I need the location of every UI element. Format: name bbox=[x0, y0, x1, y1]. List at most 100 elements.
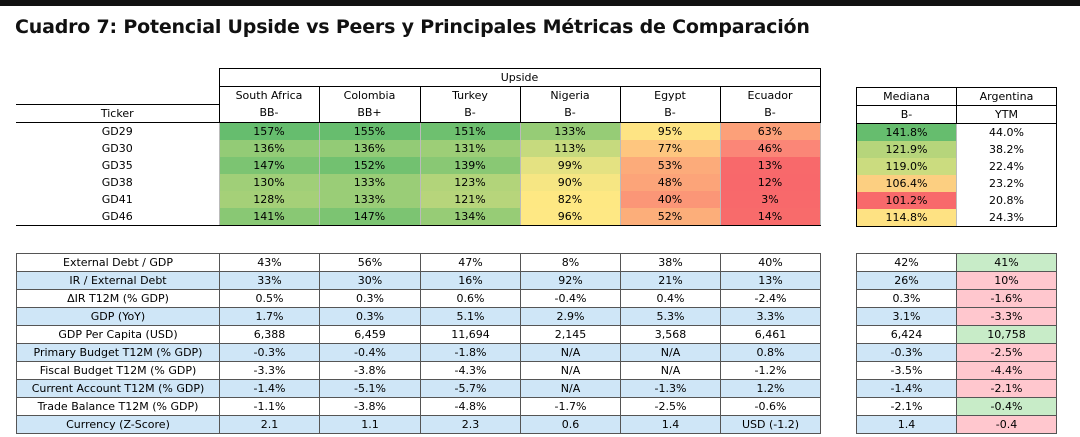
table-row: 3.1% -3.3% bbox=[856, 307, 1057, 326]
rating-cell: BB- bbox=[218, 104, 320, 123]
metric-cell: 30% bbox=[319, 271, 421, 290]
metric-label: Trade Balance T12M (% GDP) bbox=[16, 397, 220, 416]
metric-cell: -0.4% bbox=[319, 343, 421, 362]
metric-argentina-cell: 41% bbox=[956, 253, 1057, 272]
metric-cell: N/A bbox=[620, 361, 721, 380]
upside-cell: 95% bbox=[619, 122, 721, 140]
table-row: 26% 10% bbox=[856, 271, 1057, 290]
upside-cell: 113% bbox=[519, 139, 621, 157]
table-row: 114.8% 24.3% bbox=[856, 209, 1057, 227]
metric-mediana-cell: 6,424 bbox=[856, 325, 957, 344]
metric-cell: -2.4% bbox=[720, 289, 821, 308]
metric-mediana-cell: 1.4 bbox=[856, 415, 957, 434]
country-header: Turkey bbox=[419, 86, 521, 104]
rating-cell: B- bbox=[519, 104, 621, 123]
metric-argentina-cell: -0.4 bbox=[956, 415, 1057, 434]
metric-cell: -0.6% bbox=[720, 397, 821, 416]
ticker-cell: GD38 bbox=[16, 173, 220, 191]
metric-cell: 16% bbox=[420, 271, 521, 290]
upside-cell: 157% bbox=[218, 122, 320, 140]
table-row: 42% 41% bbox=[856, 253, 1057, 272]
metric-mediana-cell: -2.1% bbox=[856, 397, 957, 416]
metric-cell: N/A bbox=[620, 343, 721, 362]
blank-cell bbox=[16, 87, 219, 105]
metric-cell: -5.1% bbox=[319, 379, 421, 398]
upside-cell: 151% bbox=[419, 122, 521, 140]
metric-cell: 1.2% bbox=[720, 379, 821, 398]
metric-cell: 1.1 bbox=[319, 415, 421, 434]
metric-argentina-cell: -4.4% bbox=[956, 361, 1057, 380]
table-row: 106.4% 23.2% bbox=[856, 175, 1057, 192]
metric-cell: 2,145 bbox=[520, 325, 621, 344]
metric-cell: 0.6 bbox=[520, 415, 621, 434]
upside-cell: 77% bbox=[619, 139, 721, 157]
metric-cell: N/A bbox=[520, 379, 621, 398]
table-row: Trade Balance T12M (% GDP) -1.1% -3.8% -4.8… bbox=[16, 397, 821, 416]
upside-cell: 133% bbox=[318, 190, 421, 208]
metric-cell: -2.5% bbox=[620, 397, 721, 416]
metric-label: Currency (Z-Score) bbox=[16, 415, 220, 434]
metric-cell: 8% bbox=[520, 253, 621, 272]
metric-cell: 5.1% bbox=[420, 307, 521, 326]
upside-cell: 128% bbox=[218, 190, 320, 208]
metric-argentina-cell: -1.6% bbox=[956, 289, 1057, 308]
upside-cell: 46% bbox=[719, 139, 821, 157]
country-header: South Africa bbox=[218, 86, 320, 104]
argentina-ytm-cell: 44.0% bbox=[956, 123, 1057, 141]
upside-cell: 90% bbox=[519, 173, 621, 191]
argentina-ytm-cell: 20.8% bbox=[956, 192, 1057, 209]
rating-cell: B- bbox=[419, 104, 521, 123]
metric-cell: 0.8% bbox=[720, 343, 821, 362]
metric-cell: -3.3% bbox=[219, 361, 320, 380]
table-row: GD41 128% 133% 121% 82% 40% 3% bbox=[16, 190, 821, 208]
country-header: Colombia bbox=[318, 86, 421, 104]
metrics-table: External Debt / GDP 43% 56% 47% 8% 38% 40% IR /… bbox=[16, 253, 821, 434]
metric-label: Primary Budget T12M (% GDP) bbox=[16, 343, 220, 362]
metric-cell: 0.5% bbox=[219, 289, 320, 308]
metric-cell: 0.4% bbox=[620, 289, 721, 308]
rating-header-row: Ticker BB- BB+ B- B- B- B- bbox=[16, 103, 821, 123]
table-row: 141.8% 44.0% bbox=[856, 123, 1057, 141]
upside-cell: 3% bbox=[719, 190, 821, 208]
table-row: 101.2% 20.8% bbox=[856, 192, 1057, 209]
metric-cell: -3.8% bbox=[319, 397, 421, 416]
table-row: Currency (Z-Score) 2.1 1.1 2.3 0.6 1.4 USD (-1… bbox=[16, 415, 821, 434]
upside-cell: 136% bbox=[318, 139, 421, 157]
upside-cell: 53% bbox=[619, 156, 721, 174]
metric-cell: 6,459 bbox=[319, 325, 421, 344]
upside-cell: 99% bbox=[519, 156, 621, 174]
upside-cell: 123% bbox=[419, 173, 521, 191]
metric-cell: -1.7% bbox=[520, 397, 621, 416]
argentina-ytm-cell: 24.3% bbox=[956, 209, 1057, 227]
metric-cell: 0.3% bbox=[319, 289, 421, 308]
upside-cell: 12% bbox=[719, 173, 821, 191]
metric-cell: 0.6% bbox=[420, 289, 521, 308]
metric-cell: 3.3% bbox=[720, 307, 821, 326]
metric-mediana-cell: -1.4% bbox=[856, 379, 957, 398]
metric-cell: 1.4 bbox=[620, 415, 721, 434]
table-row: GDP (YoY) 1.7% 0.3% 5.1% 2.9% 5.3% 3.3% bbox=[16, 307, 821, 326]
metric-cell: -4.3% bbox=[420, 361, 521, 380]
rating-cell: B- bbox=[719, 104, 821, 123]
metric-cell: 5.3% bbox=[620, 307, 721, 326]
table-row: -2.1% -0.4% bbox=[856, 397, 1057, 416]
metric-cell: 6,461 bbox=[720, 325, 821, 344]
table-row: GD46 141% 147% 134% 96% 52% 14% bbox=[16, 207, 821, 226]
argentina-header: Argentina bbox=[956, 87, 1057, 106]
metric-argentina-cell: -3.3% bbox=[956, 307, 1057, 326]
metric-cell: N/A bbox=[520, 361, 621, 380]
metric-cell: -3.8% bbox=[319, 361, 421, 380]
metric-cell: -1.4% bbox=[219, 379, 320, 398]
mediana-cell: 121.9% bbox=[856, 141, 957, 158]
country-header: Nigeria bbox=[519, 86, 621, 104]
metric-cell: 11,694 bbox=[420, 325, 521, 344]
metric-cell: 1.7% bbox=[219, 307, 320, 326]
metric-cell: -5.7% bbox=[420, 379, 521, 398]
page-title: Cuadro 7: Potencial Upside vs Peers y Pr… bbox=[15, 16, 810, 38]
table-row: Fiscal Budget T12M (% GDP) -3.3% -3.8% -4.3… bbox=[16, 361, 821, 380]
upside-table: Upside South Africa Colombia Turkey Nigeria… bbox=[16, 68, 821, 226]
ticker-header: Ticker bbox=[16, 103, 219, 123]
metric-cell: 3,568 bbox=[620, 325, 721, 344]
mediana-rating: B- bbox=[856, 105, 957, 124]
metric-argentina-cell: 10% bbox=[956, 271, 1057, 290]
